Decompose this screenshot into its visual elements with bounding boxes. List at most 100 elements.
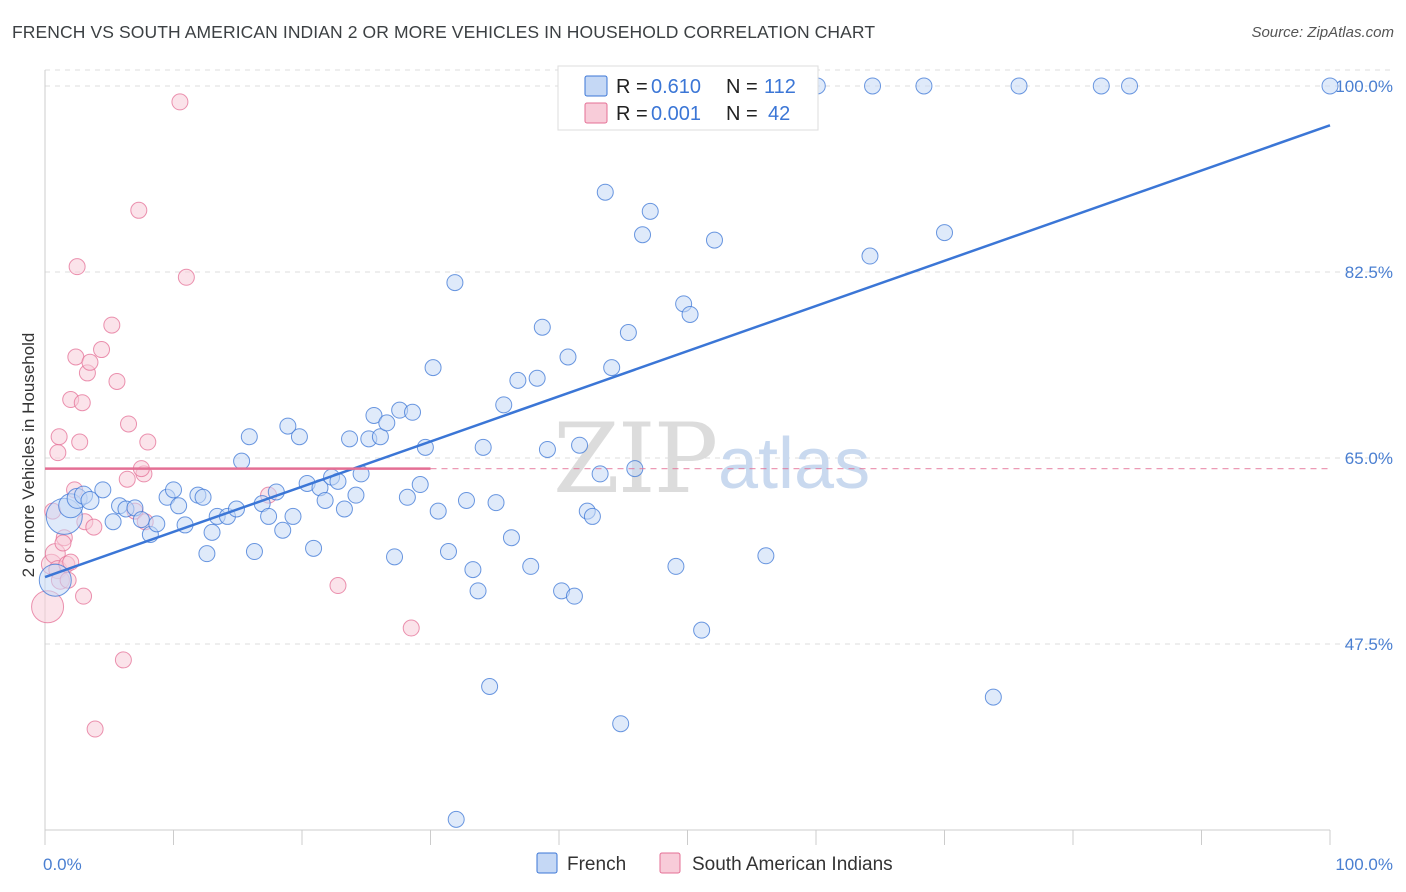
- south-american-indian-point: [73, 394, 91, 412]
- french-point: [386, 548, 404, 566]
- legend-n-label-2: N =: [726, 103, 758, 125]
- y-tick-label: 100.0%: [1335, 77, 1393, 96]
- y-tick-label: 82.5%: [1345, 263, 1393, 282]
- south-american-indian-point: [114, 651, 132, 669]
- legend-r-label-1: R =: [616, 76, 648, 98]
- south-american-indian-point: [71, 433, 89, 451]
- legend-r-value-french: 0.610: [651, 76, 701, 98]
- legend-swatch-south-american-indians: [584, 102, 608, 124]
- south-american-indian-point: [108, 372, 126, 390]
- french-point: [305, 539, 323, 557]
- french-point: [464, 561, 482, 579]
- south-american-indian-point: [54, 534, 72, 552]
- french-point: [290, 428, 308, 446]
- french-point: [198, 545, 216, 563]
- french-point: [378, 414, 396, 432]
- south-american-indian-point: [86, 720, 104, 738]
- french-point: [429, 502, 447, 520]
- french-point: [634, 226, 652, 244]
- french-point: [1121, 77, 1139, 95]
- french-point: [522, 557, 540, 575]
- french-point: [279, 417, 297, 435]
- south-american-indian-point: [85, 518, 103, 536]
- french-point: [260, 507, 278, 525]
- french-point: [474, 438, 492, 456]
- french-point: [641, 202, 659, 220]
- french-point: [757, 547, 775, 565]
- south-american-indian-point: [177, 268, 195, 286]
- french-point: [457, 491, 475, 509]
- south-american-indians-points: [31, 93, 420, 738]
- bottom-legend-swatch-south-american-indians: [659, 852, 681, 874]
- french-point: [565, 587, 583, 605]
- watermark-zip: ZIP: [553, 403, 716, 515]
- french-point: [404, 403, 422, 421]
- french-point: [316, 491, 334, 509]
- french-point: [538, 440, 556, 458]
- source-label: Source: ZipAtlas.com: [1251, 24, 1394, 41]
- french-point: [596, 183, 614, 201]
- trend-lines: [44, 124, 1331, 579]
- french-point: [347, 486, 365, 504]
- french-point: [132, 511, 150, 529]
- french-point: [984, 688, 1002, 706]
- french-point: [603, 359, 621, 377]
- french-point: [528, 369, 546, 387]
- south-american-indian-point: [93, 341, 111, 359]
- south-american-indian-point: [120, 415, 138, 433]
- bottom-legend-swatch-french: [536, 852, 558, 874]
- french-point: [398, 488, 416, 506]
- french-point: [1321, 77, 1339, 95]
- french-point: [619, 324, 637, 342]
- y-axis-label: 2 or more Vehicles in Household: [19, 333, 38, 578]
- south-american-indian-point: [139, 433, 157, 451]
- french-point: [571, 436, 589, 454]
- french-point: [533, 318, 551, 336]
- south-american-indian-point: [130, 201, 148, 219]
- axes: [44, 70, 1331, 845]
- french-point: [240, 428, 258, 446]
- french-point: [1010, 77, 1028, 95]
- french-point: [481, 678, 499, 696]
- watermark-atlas: atlas: [718, 424, 870, 504]
- legend-n-value-french: 112: [764, 76, 796, 98]
- french-point: [165, 481, 182, 499]
- french-point: [80, 490, 100, 510]
- french-point: [583, 507, 601, 525]
- french-point: [341, 430, 359, 448]
- french-point: [495, 396, 513, 414]
- south-american-indian-point: [118, 470, 136, 488]
- french-point: [612, 715, 630, 733]
- french-point: [693, 621, 711, 639]
- chart-title: FRENCH VS SOUTH AMERICAN INDIAN 2 OR MOR…: [12, 22, 876, 42]
- french-point: [424, 359, 442, 377]
- x-tick-label-max: 100.0%: [1335, 855, 1393, 874]
- french-point: [591, 465, 609, 483]
- french-trend-line: [44, 124, 1331, 579]
- french-point: [203, 523, 221, 541]
- south-american-indian-point: [329, 577, 347, 595]
- south-american-indian-point: [67, 348, 85, 366]
- south-american-indian-point: [49, 444, 67, 462]
- french-point: [170, 497, 188, 515]
- french-point: [284, 507, 302, 525]
- bottom-legend-south-american-indians: South American Indians: [692, 854, 893, 875]
- south-american-indian-point: [103, 316, 121, 334]
- y-tick-label: 65.0%: [1345, 449, 1393, 468]
- french-point: [1092, 77, 1110, 95]
- french-point: [681, 305, 699, 323]
- series-legend: French South American Indians: [536, 852, 893, 875]
- french-point: [335, 500, 353, 518]
- south-american-indian-point: [68, 258, 86, 276]
- french-point: [667, 557, 685, 575]
- y-tick-label: 47.5%: [1345, 635, 1393, 654]
- french-point: [915, 77, 933, 95]
- french-point: [365, 406, 383, 424]
- french-point: [487, 494, 505, 512]
- south-american-indian-point: [402, 619, 420, 637]
- french-point: [446, 274, 464, 292]
- french-point: [245, 543, 263, 561]
- legend-r-value-south-american-indians: 0.001: [651, 103, 701, 125]
- french-point: [705, 231, 723, 249]
- y-tick-labels: 47.5% 65.0% 82.5% 100.0%: [1335, 77, 1393, 654]
